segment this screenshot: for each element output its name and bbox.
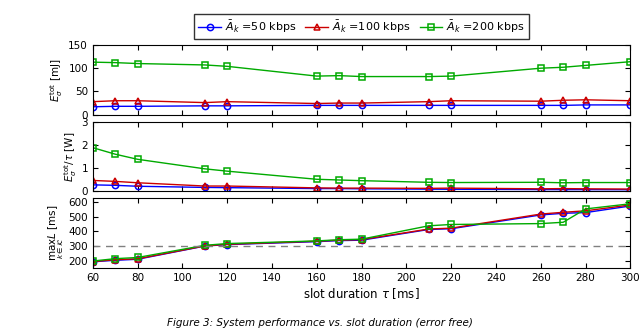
Legend: $\bar{A}_k$ =50 kbps, $\bar{A}_k$ =100 kbps, $\bar{A}_k$ =200 kbps: $\bar{A}_k$ =50 kbps, $\bar{A}_k$ =100 k… bbox=[194, 14, 529, 39]
Y-axis label: $E^{\rm tot}_{\sigma}$ [mJ]: $E^{\rm tot}_{\sigma}$ [mJ] bbox=[49, 58, 65, 102]
Text: Figure 3: System performance vs. slot duration (error free): Figure 3: System performance vs. slot du… bbox=[167, 318, 473, 328]
X-axis label: slot duration $\tau$ [ms]: slot duration $\tau$ [ms] bbox=[303, 286, 420, 301]
Y-axis label: $E^{\rm tot}_{\sigma}/\tau$ [W]: $E^{\rm tot}_{\sigma}/\tau$ [W] bbox=[61, 131, 79, 182]
Y-axis label: $\underset{k\in\mathcal{K}}{\max} L$ [ms]: $\underset{k\in\mathcal{K}}{\max} L$ [ms… bbox=[46, 205, 65, 261]
